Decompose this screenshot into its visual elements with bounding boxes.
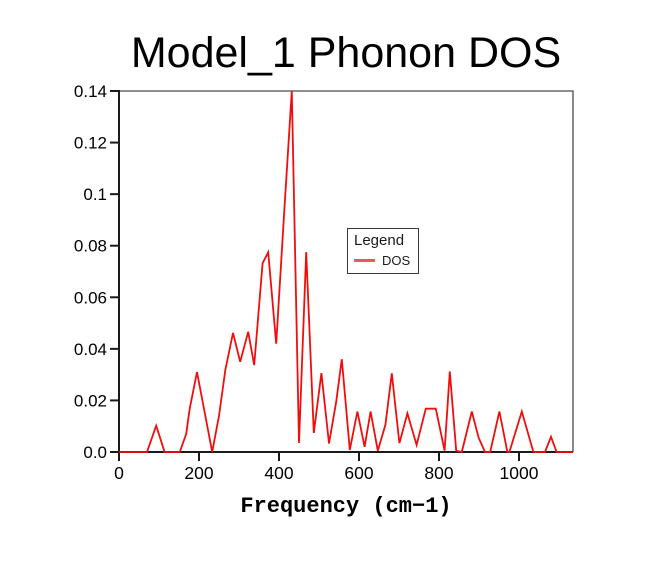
y-tick-label: 0.08	[74, 237, 107, 256]
chart-title: Model_1 Phonon DOS	[130, 29, 562, 77]
legend-entry-label: DOS	[382, 253, 411, 268]
x-tick-label: 800	[424, 463, 453, 483]
x-tick-label: 600	[344, 463, 373, 483]
x-tick-label: 0	[114, 463, 124, 483]
x-tick-label: 1000	[500, 463, 539, 483]
y-tick-label: 0.02	[74, 391, 107, 410]
y-tick-label: 0.06	[74, 288, 107, 307]
y-tick-label: 0.12	[74, 134, 107, 153]
dos-series-line	[119, 90, 573, 454]
y-tick-label: 0.14	[74, 82, 107, 101]
y-tick-label: 0.0	[83, 443, 107, 462]
legend-box: Legend DOS	[347, 228, 420, 274]
x-tick-label: 200	[184, 463, 213, 483]
y-tick-label: 0.04	[74, 340, 107, 359]
legend-line-swatch	[354, 259, 375, 262]
x-axis-title: Frequency (cm−1)	[240, 494, 452, 519]
y-tick-label: 0.1	[83, 185, 107, 204]
legend-entry-dos: DOS	[354, 253, 410, 268]
legend-title: Legend	[354, 232, 405, 249]
x-tick-label: 400	[264, 463, 293, 483]
plot-frame	[119, 90, 574, 452]
